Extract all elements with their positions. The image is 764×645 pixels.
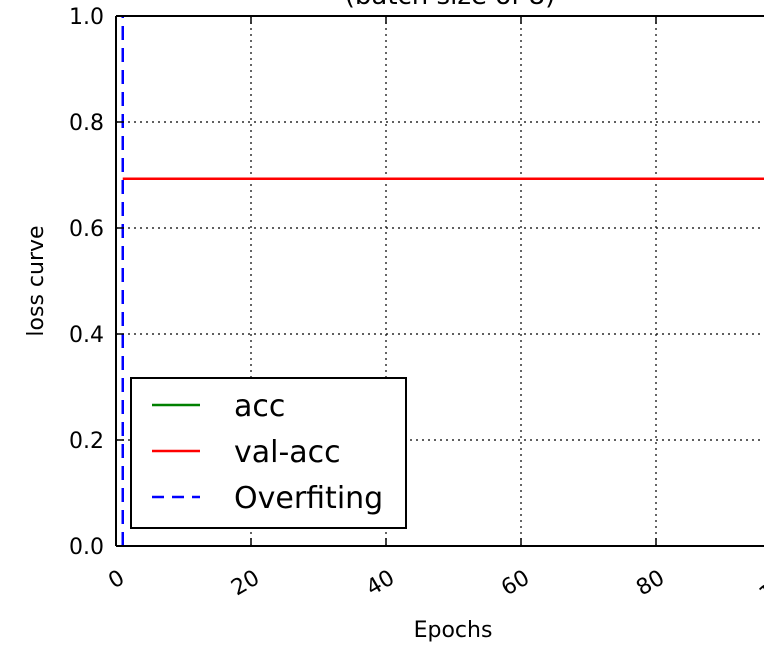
x-tick-label: 20	[227, 566, 264, 602]
y-tick-label: 0.2	[69, 429, 104, 454]
x-axis-label: Epochs	[414, 618, 493, 643]
legend-box	[130, 377, 407, 529]
grid	[116, 16, 764, 546]
x-tick-label: 60	[497, 566, 534, 602]
x-tick-label: 40	[362, 566, 399, 602]
y-tick-label: 0.4	[69, 323, 104, 348]
y-tick-label: 0.8	[69, 111, 104, 136]
legend: acc val-acc Overfiting	[130, 377, 407, 529]
y-tick-label: 0.0	[69, 535, 104, 560]
y-tick-label: 0.6	[69, 217, 104, 242]
plot-area	[121, 16, 764, 546]
y-axis-label: loss curve	[24, 225, 49, 336]
x-tick-label: 100	[755, 566, 764, 609]
chart-title: (batch size of 8)	[345, 0, 556, 11]
y-axis-ticks: 0.0 0.2 0.4 0.6 0.8 1.0	[69, 5, 124, 560]
legend-label: Overfiting	[234, 481, 383, 516]
x-tick-label: 0	[104, 566, 129, 595]
x-tick-label: 80	[632, 566, 669, 602]
legend-label: acc	[234, 389, 285, 424]
legend-label: val-acc	[234, 435, 341, 470]
y-tick-label: 1.0	[69, 5, 104, 30]
